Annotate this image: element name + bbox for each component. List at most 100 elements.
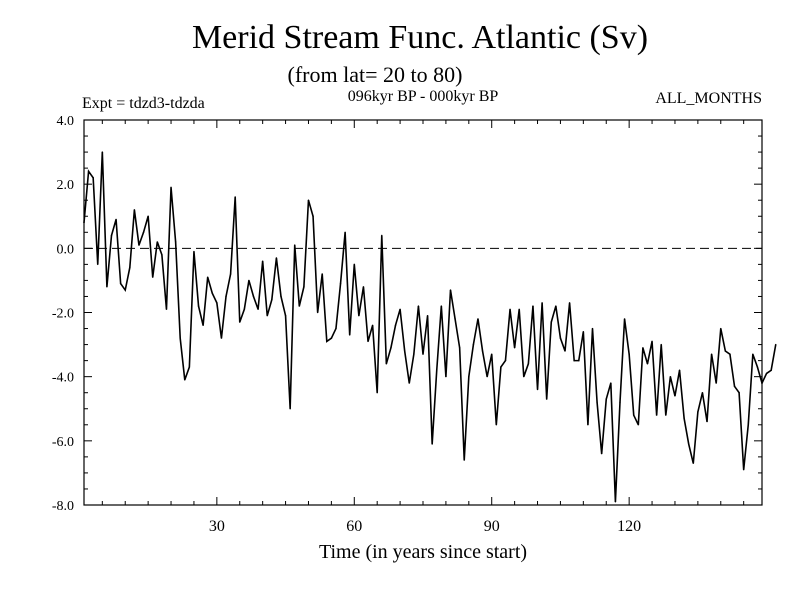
data-point: [184, 379, 186, 381]
data-point: [550, 321, 552, 323]
data-point: [486, 375, 488, 378]
data-point: [683, 417, 685, 420]
data-point: [481, 350, 484, 352]
data-point: [234, 196, 236, 198]
data-point: [431, 443, 433, 445]
data-point: [284, 315, 287, 317]
data-point: [289, 408, 291, 410]
data-point: [179, 337, 181, 339]
data-point: [87, 170, 90, 173]
data-point: [92, 177, 94, 179]
data-point: [138, 244, 140, 246]
data-point: [362, 286, 365, 288]
data-point: [765, 372, 768, 375]
data-point: [678, 369, 681, 371]
plot-frame: [83, 119, 763, 506]
data-point: [715, 382, 717, 384]
data-point: [665, 414, 667, 416]
data-point: [623, 318, 626, 320]
data-point: [225, 295, 227, 298]
data-point: [637, 424, 640, 426]
data-point: [463, 459, 465, 461]
data-point: [674, 395, 676, 397]
data-point: [619, 401, 621, 404]
data-point: [729, 353, 731, 355]
data-point: [280, 295, 282, 298]
data-point: [408, 382, 410, 384]
data-point: [697, 411, 699, 413]
data-point: [261, 260, 264, 262]
data-point: [688, 443, 690, 445]
data-point: [733, 385, 736, 387]
data-point: [710, 353, 713, 355]
data-point: [335, 327, 337, 330]
experiment-label: Expt = tdzd3-tdzda: [82, 95, 205, 112]
data-point: [349, 334, 351, 336]
data-point: [541, 302, 543, 304]
data-point: [756, 366, 759, 368]
data-point: [742, 469, 745, 471]
data-point: [358, 315, 360, 317]
data-point: [252, 295, 255, 298]
data-point: [376, 392, 378, 394]
data-point: [239, 321, 241, 323]
data-point: [449, 289, 452, 291]
data-point: [775, 343, 777, 346]
months-label: ALL_MONTHS: [655, 90, 762, 107]
data-point: [142, 231, 145, 233]
data-point: [706, 420, 708, 423]
y-tick-label: 4.0: [57, 114, 75, 129]
data-point: [692, 462, 694, 464]
data-point: [770, 369, 772, 371]
data-point: [491, 353, 493, 355]
data-point: [436, 369, 438, 371]
data-point: [587, 424, 589, 426]
y-tick-label: -6.0: [52, 435, 74, 450]
y-tick-label: 0.0: [57, 242, 75, 257]
data-point: [413, 353, 415, 355]
data-point: [614, 501, 617, 503]
data-point: [578, 359, 580, 362]
data-point: [642, 347, 644, 349]
data-point: [573, 359, 575, 362]
data-point: [582, 331, 585, 333]
x-axis-label: Time (in years since start): [319, 541, 527, 563]
data-point: [651, 340, 653, 343]
data-point: [97, 263, 99, 266]
data-point: [344, 231, 346, 233]
data-point: [568, 302, 571, 304]
data-point: [509, 308, 511, 310]
data-point: [605, 398, 607, 400]
data-point: [399, 308, 401, 310]
data-point: [243, 308, 246, 310]
data-point: [367, 340, 369, 343]
data-point: [188, 366, 191, 368]
data-point: [669, 375, 672, 378]
data-point: [339, 282, 342, 285]
data-point: [106, 286, 108, 288]
data-point: [101, 151, 104, 153]
x-tick-label: 60: [346, 518, 362, 535]
data-point: [275, 257, 278, 259]
x-tick-label: 120: [617, 518, 641, 535]
data-point: [206, 276, 209, 278]
data-point: [156, 241, 158, 243]
data-point: [266, 315, 268, 317]
data-point: [110, 234, 113, 237]
data-point: [152, 276, 154, 278]
data-point: [307, 199, 310, 201]
series-layer: [83, 151, 777, 503]
data-point: [129, 266, 131, 269]
data-point: [504, 359, 507, 362]
data-point: [472, 343, 475, 346]
data-point: [518, 308, 520, 310]
data-point: [545, 398, 548, 400]
data-point: [738, 392, 740, 394]
chart-title: Merid Stream Func. Atlantic (Sv): [192, 19, 648, 56]
data-point: [468, 375, 470, 378]
data-point: [633, 414, 635, 416]
data-point: [747, 424, 749, 426]
data-point: [321, 273, 323, 275]
data-point: [381, 234, 383, 237]
